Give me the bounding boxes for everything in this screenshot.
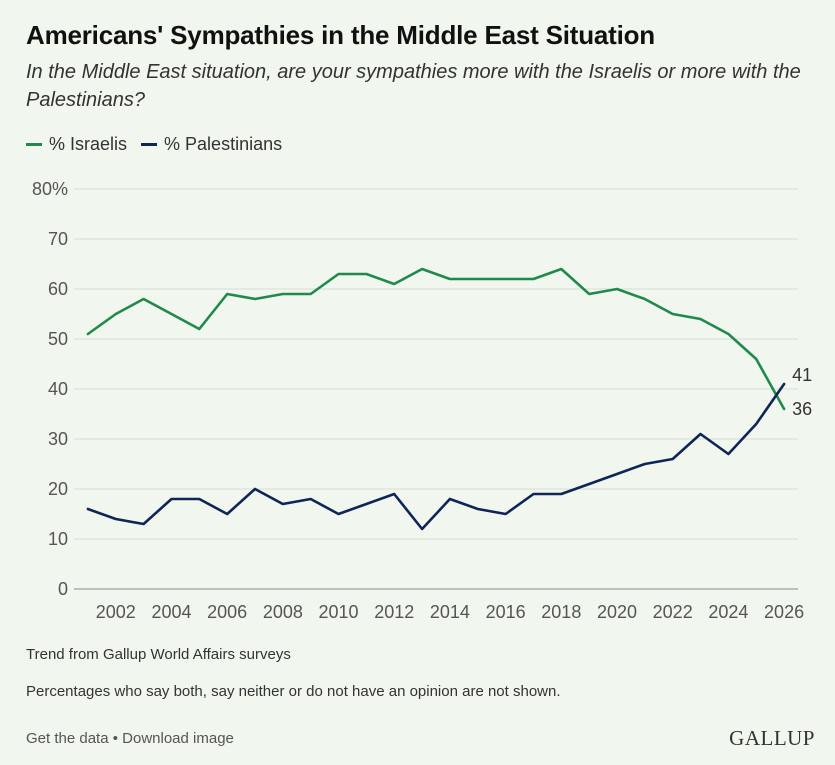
legend-item-israelis[interactable]: % Israelis — [26, 134, 127, 155]
exclusion-note: Percentages who say both, say neither or… — [26, 683, 561, 700]
x-tick-label-2010: 2010 — [319, 602, 359, 622]
y-tick-label-30: 30 — [48, 429, 68, 449]
y-tick-label-20: 20 — [48, 479, 68, 499]
legend-item-palestinians[interactable]: % Palestinians — [141, 134, 282, 155]
x-tick-label-2018: 2018 — [541, 602, 581, 622]
x-tick-label-2006: 2006 — [207, 602, 247, 622]
x-tick-label-2004: 2004 — [151, 602, 191, 622]
download-image-link[interactable]: Download image — [122, 730, 234, 747]
gallup-logo: GALLUP — [729, 726, 815, 750]
x-tick-label-2014: 2014 — [430, 602, 470, 622]
y-tick-label-50: 50 — [48, 329, 68, 349]
legend-label-palestinians: % Palestinians — [164, 134, 283, 154]
get-data-link[interactable]: Get the data — [26, 730, 109, 747]
y-tick-label-70: 70 — [48, 229, 68, 249]
trend-note: Trend from Gallup World Affairs surveys — [26, 646, 291, 663]
x-tick-label-2016: 2016 — [486, 602, 526, 622]
x-tick-label-2020: 2020 — [597, 602, 637, 622]
x-tick-label-2008: 2008 — [263, 602, 303, 622]
x-tick-label-2002: 2002 — [96, 602, 136, 622]
y-tick-label-0: 0 — [58, 579, 68, 599]
chart-legend: % Israelis % Palestinians — [26, 134, 296, 155]
end-label-israelis: 36 — [792, 399, 812, 419]
y-tick-label-60: 60 — [48, 279, 68, 299]
y-tick-label-40: 40 — [48, 379, 68, 399]
footer-links: Get the data • Download image — [26, 730, 234, 747]
line-chart: 0 10 20 30 40 50 60 70 80% 2002 2004 2006 2008 2010 20… — [32, 179, 812, 622]
chart-subtitle: In the Middle East situation, are your s… — [26, 61, 801, 111]
legend-swatch-palestinians — [141, 143, 158, 146]
y-tick-label-80: 80% — [32, 179, 68, 199]
y-tick-label-10: 10 — [48, 529, 68, 549]
x-tick-label-2012: 2012 — [374, 602, 414, 622]
x-tick-label-2022: 2022 — [653, 602, 693, 622]
series-line-palestinians — [86, 382, 786, 531]
x-tick-label-2026: 2026 — [764, 602, 804, 622]
chart-title: Americans' Sympathies in the Middle East… — [26, 20, 655, 50]
x-tick-label-2024: 2024 — [708, 602, 748, 622]
legend-swatch-israelis — [26, 143, 42, 146]
legend-label-israelis: % Israelis — [49, 134, 128, 154]
end-label-palestinians: 41 — [792, 365, 812, 385]
footer-separator: • — [108, 730, 123, 747]
series-line-israelis — [86, 267, 786, 411]
